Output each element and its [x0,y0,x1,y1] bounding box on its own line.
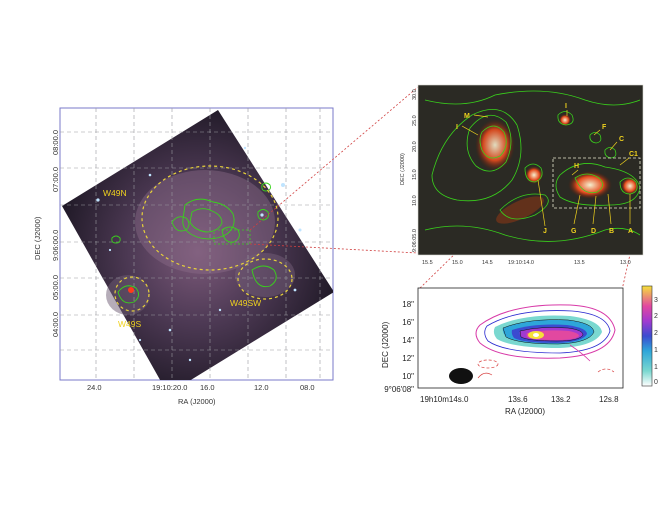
tr-ytick: 15.0 [412,169,418,180]
tr-contours [424,90,641,242]
cm-contours [111,182,277,304]
source-label: J [543,228,547,235]
beam-ellipse [449,368,473,384]
tr-ytick: 25.0 [412,115,418,126]
left-ytick: 07:00.0 [51,167,60,192]
source-label: H [574,163,579,170]
tr-ylabel: DEC (J2000) [400,153,406,185]
colorbar-tick: 1 [654,347,658,354]
br-ylabel: DEC (J2000) [381,321,390,368]
left-ylabel: DEC (J2000) [33,216,42,260]
left-image-panel: W49N W49S W49SW 08:00.0 07:00.0 9:06:00.… [33,107,334,406]
w49n-ellipse [141,165,279,271]
region-ellipses [114,165,293,312]
left-xtick: 24.0 [87,383,102,392]
w49s-ellipse [114,276,150,312]
left-ytick: 04:00.0 [51,312,60,337]
colorbar-tick: 0 [654,379,658,386]
tr-xtick: 14.5 [482,260,493,266]
tr-ytick: 20.0 [412,141,418,152]
br-ytick: 14" [402,336,414,345]
left-xtick: 16.0 [200,383,215,392]
left-ytick: 05:00.0 [51,275,60,300]
top-right-image-panel: M I I F C C1 H J G D B A 30.0 25.0 20.0 … [400,84,644,266]
br-xtick: 13s.6 [508,395,528,404]
tr-ytick: 9:06:05.0 [412,229,418,252]
source-label: F [602,124,607,131]
zoom-box [213,229,251,245]
colorbar-tick: 1 [654,364,658,371]
source-label: M [464,113,470,120]
left-ytick: 9:06:00.0 [51,230,60,261]
label-w49n: W49N [103,188,127,198]
label-w49s: W49S [118,319,141,329]
br-ytick: 12" [402,354,414,363]
tr-xtick: 13.5 [574,260,585,266]
bottom-right-map-panel: 3 2 2 1 1 0 18" 16" 14" 12" 10" 9°06'08"… [381,285,658,416]
source-label: I [456,124,458,131]
source-label: C [619,136,624,143]
label-w49sw: W49SW [230,298,261,308]
colorbar-tick: 2 [654,330,658,337]
source-label: D [591,228,596,235]
tr-xtick: 15.5 [422,260,433,266]
left-xlabel: RA (J2000) [178,397,216,406]
source-label: I [565,103,567,110]
source-label: G [571,228,577,235]
source-label: A [628,228,633,235]
tr-zoom-box [552,157,641,209]
br-ytick: 9°06'08" [384,385,414,394]
left-xtick: 12.0 [254,383,269,392]
br-ytick: 10" [402,372,414,381]
tr-xtick: 15.0 [452,260,463,266]
br-xtick: 13s.2 [551,395,571,404]
tr-xtick: 19:10:14.0 [508,260,534,266]
colorbar [641,285,653,387]
tr-ytick: 30.0 [412,89,418,100]
left-xtick: 08.0 [300,383,315,392]
colorbar-tick: 3 [654,297,658,304]
colorbar-tick: 2 [654,313,658,320]
br-ytick: 18" [402,300,414,309]
br-xlabel: RA (J2000) [505,407,545,416]
left-xtick: 19:10:20.0 [152,383,187,392]
tr-xtick: 13.0 [620,260,631,266]
tr-ytick: 10.0 [412,195,418,206]
source-label: B [609,228,614,235]
left-ytick: 08:00.0 [51,130,60,155]
br-xtick: 19h10m14s.0 [420,395,469,404]
source-label: C1 [629,151,638,158]
br-xtick: 12s.8 [599,395,619,404]
br-ytick: 16" [402,318,414,327]
w49sw-ellipse [237,258,293,300]
